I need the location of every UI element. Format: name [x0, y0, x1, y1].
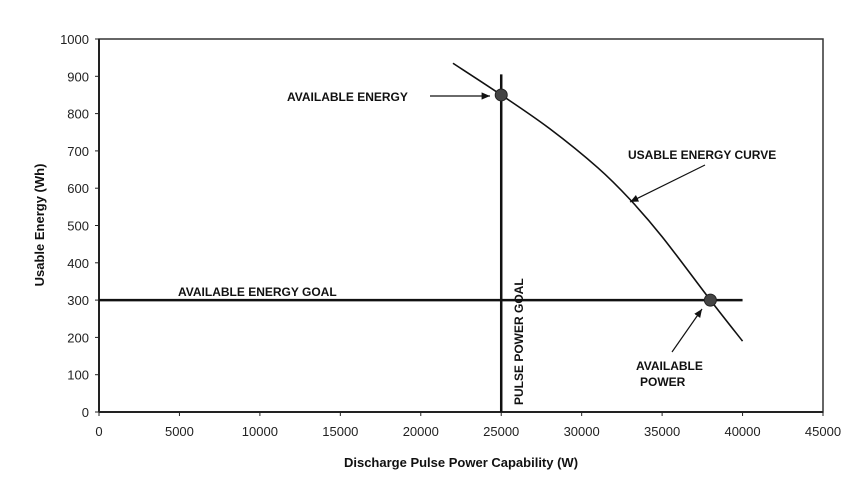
- y-tick-label: 800: [67, 107, 89, 122]
- x-tick-label: 25000: [483, 424, 519, 439]
- x-tick-label: 30000: [564, 424, 600, 439]
- y-tick-label: 1000: [60, 32, 89, 47]
- available-power-label-line1: AVAILABLE: [636, 359, 703, 373]
- usable-energy-curve-label: USABLE ENERGY CURVE: [628, 148, 776, 162]
- energy-goal-label: AVAILABLE ENERGY GOAL: [178, 285, 337, 299]
- curve-arrow: [629, 164, 706, 203]
- y-tick-label: 100: [67, 368, 89, 383]
- x-tick-label: 15000: [322, 424, 358, 439]
- x-tick-label: 10000: [242, 424, 278, 439]
- y-tick-label: 500: [67, 219, 89, 234]
- available-energy-point: [494, 88, 508, 102]
- available-power-label-line2: POWER: [640, 375, 686, 389]
- y-tick-label: 900: [67, 69, 89, 84]
- available-power-point: [703, 293, 717, 307]
- available-power-arrow: [671, 308, 703, 353]
- y-tick-label: 700: [67, 144, 89, 159]
- x-tick-label: 40000: [724, 424, 760, 439]
- x-axis-label: Discharge Pulse Power Capability (W): [344, 455, 578, 470]
- available-energy-label: AVAILABLE ENERGY: [287, 90, 408, 104]
- power-goal-label: PULSE POWER GOAL: [512, 278, 526, 405]
- plot-frame: [98, 38, 824, 413]
- y-axis-label: Usable Energy (Wh): [32, 164, 47, 287]
- y-tick-label: 300: [67, 293, 89, 308]
- y-tick-label: 600: [67, 181, 89, 196]
- x-tick-label: 0: [95, 424, 102, 439]
- x-tick-label: 45000: [805, 424, 841, 439]
- x-tick-label: 35000: [644, 424, 680, 439]
- y-tick-label: 400: [67, 256, 89, 271]
- x-tick-label: 5000: [165, 424, 194, 439]
- x-tick-label: 20000: [403, 424, 439, 439]
- y-tick-label: 0: [82, 405, 89, 420]
- y-tick-label: 200: [67, 330, 89, 345]
